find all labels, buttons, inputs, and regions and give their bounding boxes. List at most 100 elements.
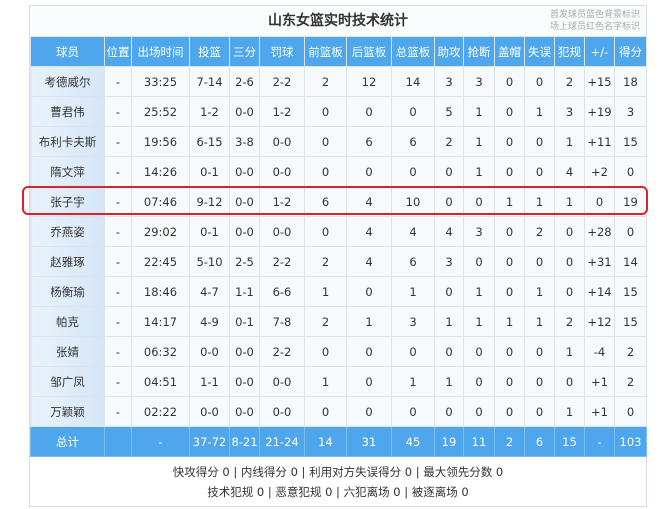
stat-cell: 0 (494, 156, 525, 187)
total-cell: 19 (434, 426, 464, 457)
stat-cell: 3 (463, 216, 495, 247)
stat-cell: 0 (434, 336, 464, 367)
stat-cell: +15 (584, 66, 615, 97)
stat-cell: 3 (434, 246, 464, 277)
column-header: 总篮板 (391, 36, 435, 67)
stat-cell: 4 (434, 216, 464, 247)
stat-cell: 0 (304, 156, 347, 187)
stat-cell: 0 (434, 276, 464, 307)
stat-cell: - (104, 156, 132, 187)
stat-cell: - (104, 246, 132, 277)
stat-cell: - (104, 366, 132, 397)
stat-cell: 14:26 (131, 156, 190, 187)
stat-cell: 0 (524, 336, 555, 367)
stat-cell: 6 (346, 126, 392, 157)
stat-cell: 2 (304, 66, 347, 97)
stat-cell: 0 (434, 156, 464, 187)
stat-cell: 0 (346, 276, 392, 307)
stat-cell: +12 (584, 306, 615, 337)
stat-cell: 0 (494, 276, 525, 307)
stat-cell: 4 (346, 246, 392, 277)
stat-cell: 0-0 (189, 396, 230, 427)
stat-cell: 0 (494, 396, 525, 427)
player-name: 邹广凤 (30, 366, 105, 397)
stat-cell: 2 (304, 246, 347, 277)
player-row: 万颖颖 -02:22 0-0 0-0 0-0 0 0 0 0 0 0 0 1 +1 0 (30, 396, 647, 427)
column-header: 罚球 (259, 36, 305, 67)
stat-cell: 3 (614, 96, 647, 127)
total-cell: - (131, 426, 190, 457)
column-header: 球员 (30, 36, 105, 67)
stat-cell: 14:17 (131, 306, 190, 337)
stat-cell: 14 (614, 246, 647, 277)
stat-cell: 18 (614, 66, 647, 97)
total-cell (104, 426, 132, 457)
stat-cell: 10 (391, 186, 435, 217)
stat-cell: - (104, 276, 132, 307)
stat-cell: 0-0 (229, 366, 260, 397)
stat-cell: 0 (304, 126, 347, 157)
stat-cell: - (104, 396, 132, 427)
stat-cell: - (104, 66, 132, 97)
stat-cell: 0 (494, 66, 525, 97)
stat-cell: 0 (463, 396, 495, 427)
stat-cell: 1 (463, 96, 495, 127)
total-cell: 21-24 (259, 426, 305, 457)
stat-cell: 0-1 (189, 156, 230, 187)
stat-cell: 2 (304, 306, 347, 337)
stat-cell: 0-0 (259, 156, 305, 187)
stat-cell: 0 (524, 366, 555, 397)
stat-cell: 29:02 (131, 216, 190, 247)
column-header: 出场时间 (131, 36, 190, 67)
stat-cell: 3 (391, 306, 435, 337)
stat-cell: 2 (524, 216, 555, 247)
stat-cell: 1 (524, 276, 555, 307)
stat-cell: 4 (346, 186, 392, 217)
stat-cell: 0 (391, 156, 435, 187)
stat-cell: 1 (524, 186, 555, 217)
column-header: 投篮 (189, 36, 230, 67)
stat-cell: 0 (524, 246, 555, 277)
stat-cell: 2-5 (229, 246, 260, 277)
total-cell: 15 (554, 426, 585, 457)
stat-cell: 1 (554, 336, 585, 367)
stat-cell: +14 (584, 276, 615, 307)
stat-cell: 19:56 (131, 126, 190, 157)
stat-cell: 0-0 (229, 336, 260, 367)
stat-cell: 1 (463, 156, 495, 187)
column-header: 失误 (524, 36, 555, 67)
player-row: 张子宇 -07:46 9-12 0-0 1-2 6 4 10 0 0 1 1 1 0 19 (30, 186, 647, 217)
stat-cell: 0-0 (259, 396, 305, 427)
total-row: 总计 -37-72 8-21 21-24 14 31 45 19 11 2 6 15-103 (30, 426, 647, 457)
stat-cell: 0 (391, 96, 435, 127)
stat-cell: 0 (434, 186, 464, 217)
stat-cell: 0-1 (189, 216, 230, 247)
stat-cell: 0-0 (189, 336, 230, 367)
stat-cell: 6-6 (259, 276, 305, 307)
column-header: +/- (584, 36, 615, 67)
column-header: 得分 (614, 36, 647, 67)
stat-cell: 0-0 (259, 126, 305, 157)
total-cell: 总计 (30, 426, 105, 457)
player-name: 杨衡瑜 (30, 276, 105, 307)
stat-cell: 0 (584, 186, 615, 217)
stat-cell: 15 (614, 306, 647, 337)
stat-cell: 9-12 (189, 186, 230, 217)
stat-cell: 0 (304, 396, 347, 427)
stat-cell: 2 (434, 126, 464, 157)
stat-cell: 6 (391, 246, 435, 277)
stat-cell: - (104, 126, 132, 157)
stat-cell: 0 (463, 336, 495, 367)
stat-cell: 0 (494, 336, 525, 367)
stat-cell: 0-0 (259, 216, 305, 247)
stat-cell: 06:32 (131, 336, 190, 367)
legend: 首发球员蓝色背景标识 场上球员红色名字标识 (550, 9, 640, 33)
stat-cell: 1 (554, 126, 585, 157)
stat-cell: 3 (463, 66, 495, 97)
stat-cell: 1 (524, 306, 555, 337)
stat-cell: 1 (304, 366, 347, 397)
stat-cell: +2 (584, 156, 615, 187)
stat-cell: 0 (304, 216, 347, 247)
player-row: 赵雅琢 -22:45 5-10 2-5 2-2 2 4 6 3 0 0 0 0 +31 14 (30, 246, 647, 277)
column-header: 前篮板 (304, 36, 347, 67)
